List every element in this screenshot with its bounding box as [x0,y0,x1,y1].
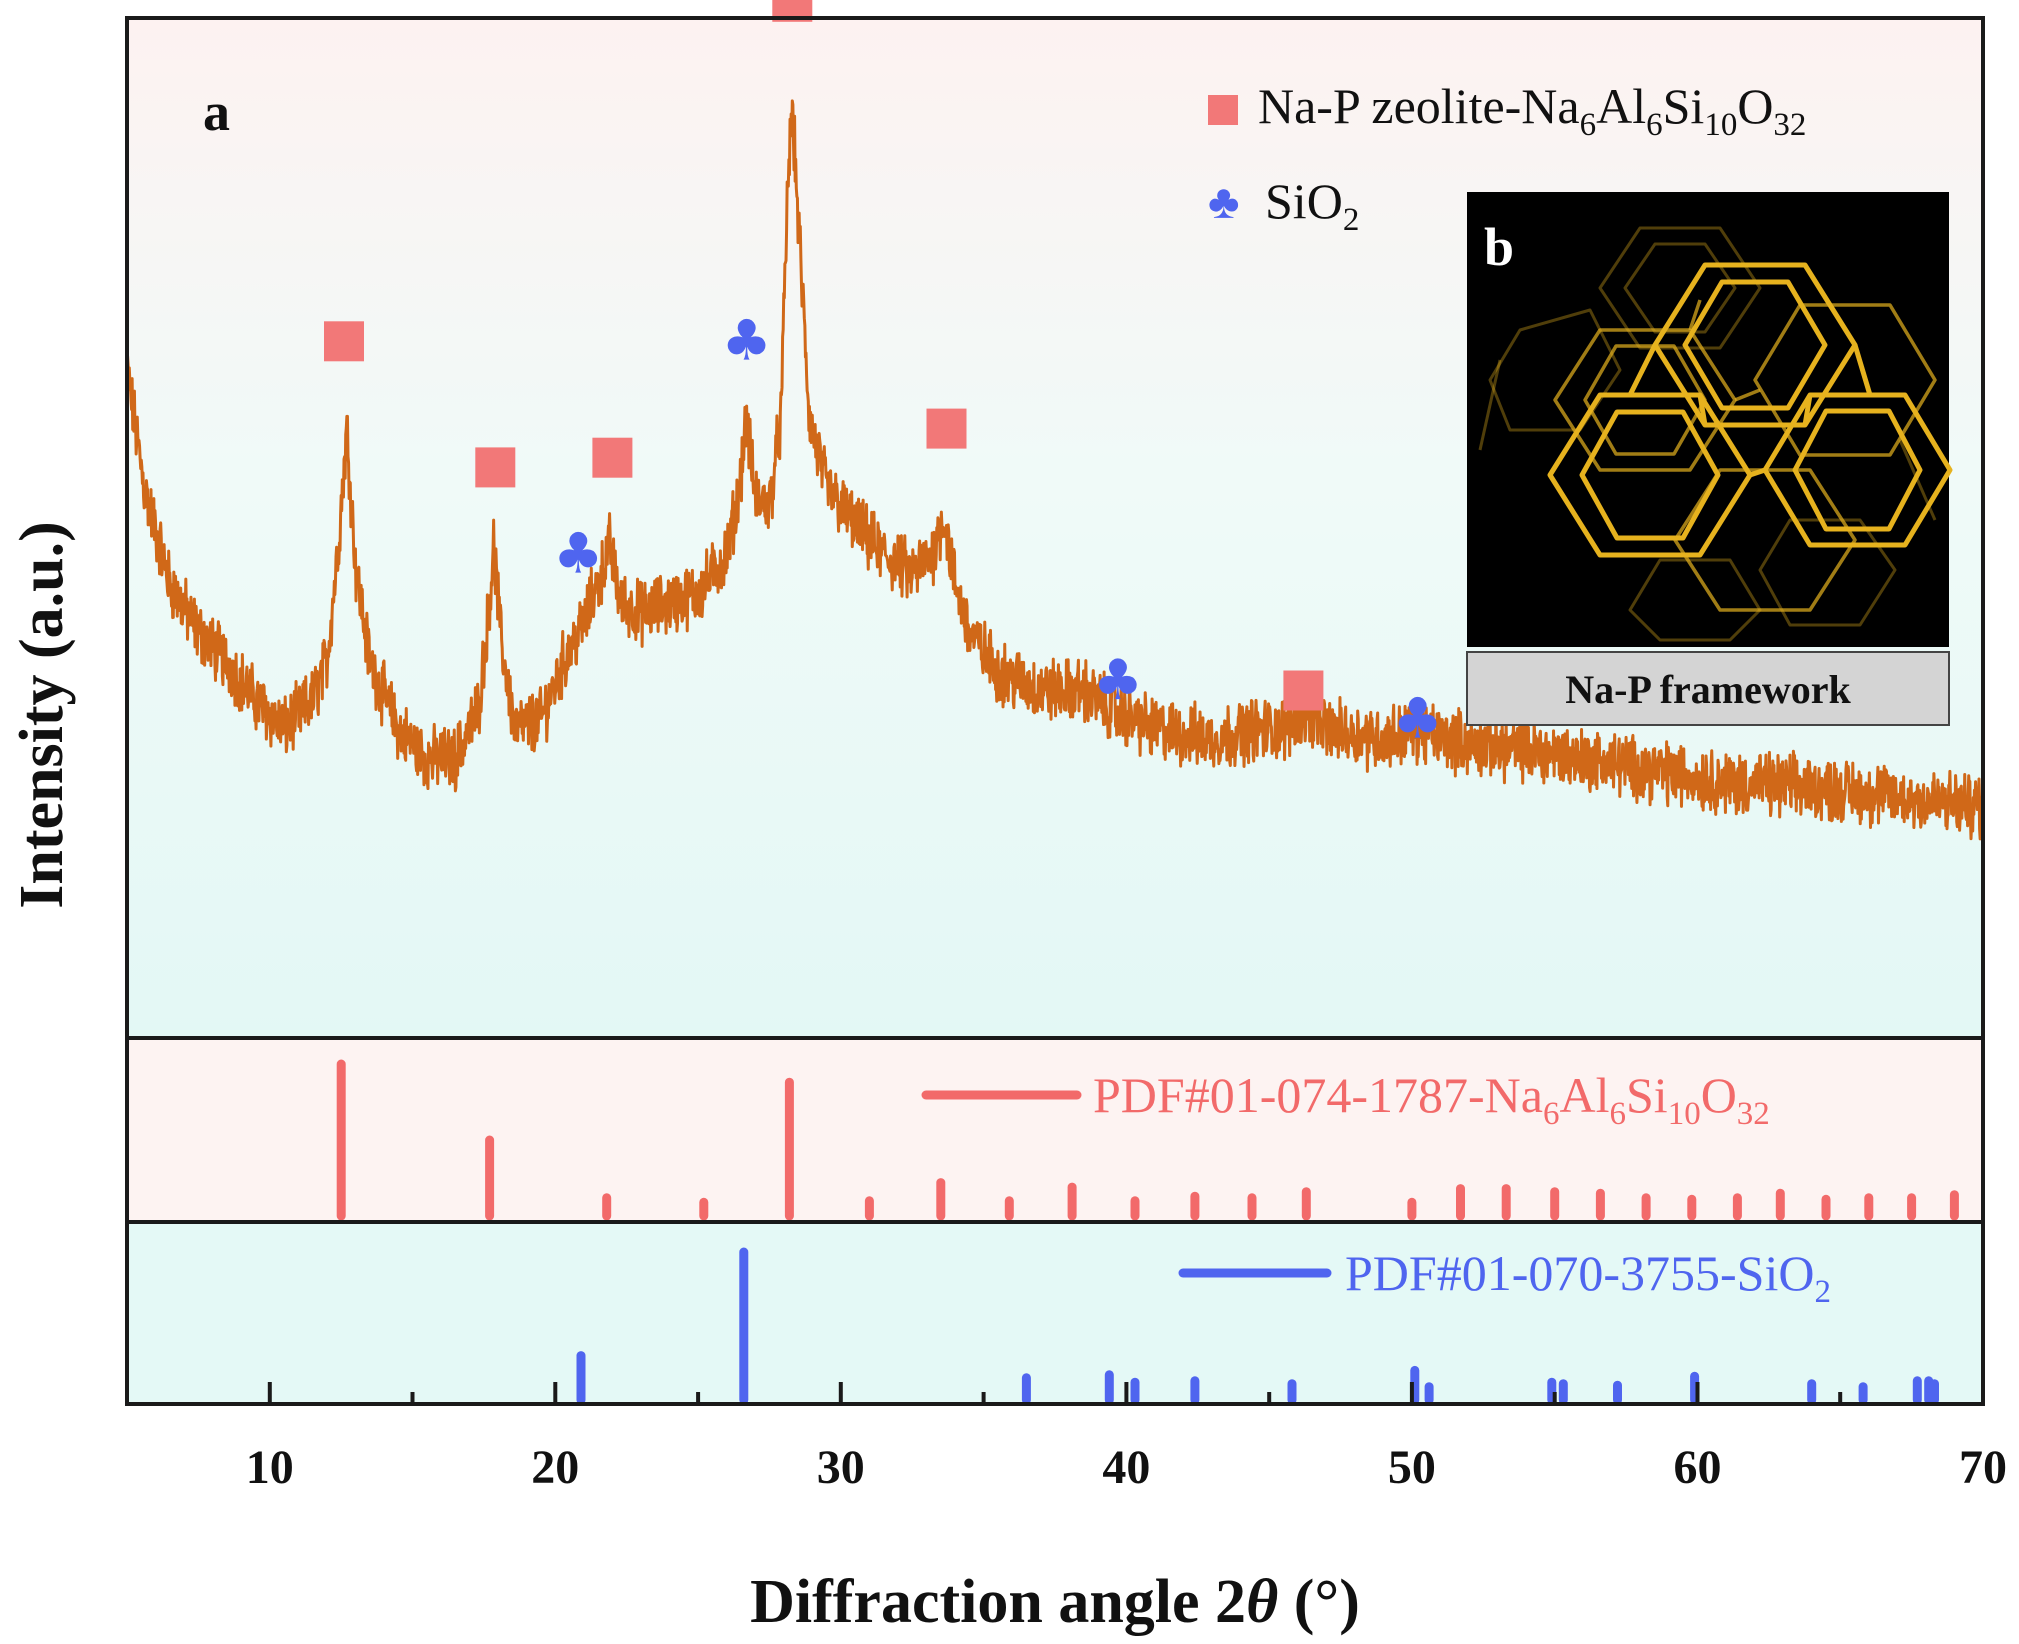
zeolite-peak-marker [592,437,633,478]
framework-structure-illustration [1478,226,1953,642]
x-tick-label: 10 [246,1441,294,1494]
inset-framework: b Na-P framework [1466,192,1953,726]
silica-peak-marker: ♣ [1093,648,1143,713]
silica-reference-label: PDF#01-070-3755-SiO2 [1345,1245,1831,1310]
inset-background [1467,192,1949,647]
plot-frame [125,16,1985,1406]
x-axis-title: Diffraction angle 2θ (°) [750,1568,1360,1636]
x-tick-label: 60 [1674,1441,1722,1494]
zeolite-reference-background [127,1038,1983,1222]
silica-reference-background [127,1222,1983,1404]
zeolite-reference-sticks [336,1059,1959,1221]
zeolite-peak-marker [475,447,516,488]
panel-label-a: a [203,82,230,142]
legend-silica-marker: ♣ [1208,176,1240,229]
x-tick-label: 70 [1959,1441,2007,1494]
silica-reference-sticks [576,1247,1939,1405]
panel-label-b: b [1484,217,1514,277]
zeolite-peak-marker [926,408,967,449]
zeolite-peak-marker [1283,670,1324,711]
x-axis: 10 20 30 40 50 60 70 [125,1382,2007,1494]
silica-peak-marker: ♣ [553,522,603,587]
xrd-pattern-line [125,99,1985,841]
xrd-pattern [125,99,1985,841]
legend-zeolite-marker [1208,95,1238,125]
inset-caption-box [1466,651,1950,726]
y-axis-title: Intensity (a.u.) [8,521,76,909]
x-tick-label: 50 [1388,1441,1436,1494]
x-tick-label: 20 [531,1441,579,1494]
peak-markers: ♣ ♣ ♣ ♣ [324,0,1443,752]
zeolite-reference-label: PDF#01-074-1787-Na6Al6Si10O32 [1093,1067,1770,1132]
x-tick-label: 40 [1102,1441,1150,1494]
silica-peak-marker: ♣ [1392,687,1442,752]
zeolite-peak-marker [324,321,364,362]
silica-peak-marker: ♣ [721,308,771,373]
x-tick-label: 30 [817,1441,865,1494]
inset-caption: Na-P framework [1565,667,1851,712]
legend-zeolite-label: Na-P zeolite-Na6Al6Si10O32 [1258,78,1806,143]
legend-silica-label: SiO2 [1265,173,1359,238]
